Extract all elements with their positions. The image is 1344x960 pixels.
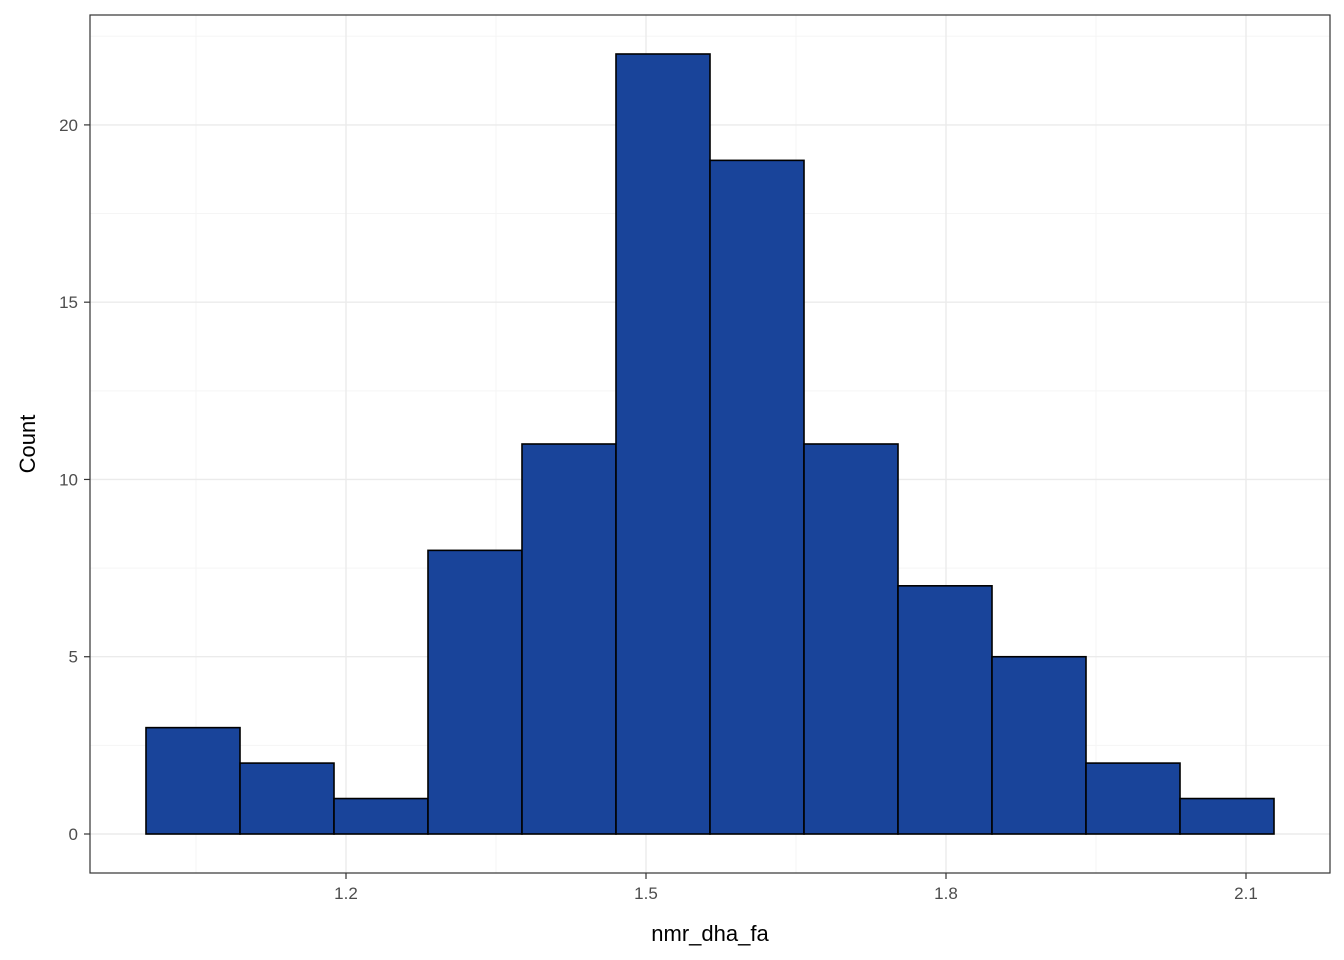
histogram-bar [615, 53, 711, 835]
histogram-bar [239, 762, 335, 835]
x-axis-title: nmr_dha_fa [651, 921, 769, 946]
histogram-bar [897, 585, 993, 835]
tick-labels: 1.2 1.5 1.8 2.1 0 5 10 15 20 [59, 116, 1258, 903]
x-tick-label: 2.1 [1234, 884, 1258, 903]
y-axis-title: Count [15, 415, 40, 474]
x-tick-label: 1.2 [334, 884, 358, 903]
histogram-bar [803, 443, 899, 835]
histogram-bar [521, 443, 617, 835]
panel-border [89, 14, 1331, 874]
y-tick-label: 20 [59, 116, 78, 135]
x-tick-label: 1.8 [934, 884, 958, 903]
y-tick-label: 10 [59, 470, 78, 489]
axis-ticks [84, 124, 1247, 879]
histogram-bars [145, 53, 1275, 835]
histogram-bar [1179, 797, 1275, 835]
histogram-bar [427, 549, 523, 835]
histogram-bar [145, 726, 241, 835]
histogram-bar [333, 797, 429, 835]
x-tick-label: 1.5 [634, 884, 658, 903]
histogram-bar [709, 159, 805, 835]
histogram-bar [991, 655, 1087, 835]
histogram-bar [1085, 762, 1181, 835]
y-tick-label: 0 [69, 825, 78, 844]
y-tick-label: 5 [69, 648, 78, 667]
y-tick-label: 15 [59, 293, 78, 312]
